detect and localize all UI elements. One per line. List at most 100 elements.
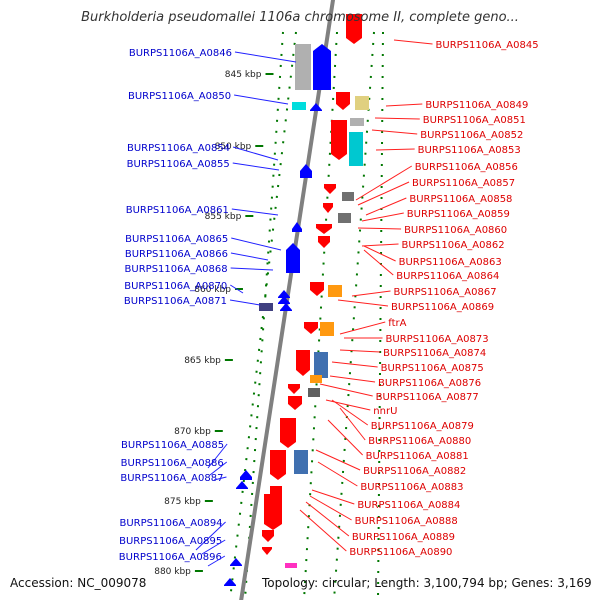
right-gene-label: BURPS1106A_A0881 (366, 451, 469, 462)
right-gene-label: BURPS1106A_A0863 (399, 257, 502, 268)
guide-track (333, 31, 375, 600)
reverse-gene-arrow (300, 164, 312, 178)
right-gene-connector (363, 245, 396, 262)
right-gene-connector (331, 399, 369, 426)
accession-text: Accession: NC_009078 (10, 576, 147, 590)
kbp-tick-label: 875 kbp (164, 497, 201, 507)
right-gene-connector (339, 349, 381, 353)
reverse-gene-arrow (224, 578, 236, 586)
reverse-gene-arrow (236, 481, 248, 489)
right-gene-label: BURPS1106A_A0876 (378, 378, 481, 389)
right-gene-label: BURPS1106A_A0884 (357, 500, 460, 511)
forward-gene-arrow (262, 547, 272, 555)
gene-block (314, 352, 328, 378)
right-gene-connector (351, 290, 391, 297)
reverse-gene-arrow (286, 243, 300, 273)
right-gene-connector (325, 399, 371, 411)
left-gene-connector (213, 476, 227, 481)
right-gene-label: BURPS1106A_A0882 (363, 466, 466, 477)
left-gene-connector (231, 237, 282, 251)
forward-gene-arrow (324, 184, 336, 194)
left-gene-label: BURPS1106A_A0865 (125, 234, 228, 245)
right-gene-connector (363, 249, 394, 276)
forward-gene-arrow (296, 350, 310, 376)
map-title: Burkholderia pseudomallei 1106a chromoso… (81, 10, 519, 25)
gene-block (328, 285, 342, 297)
right-gene-connector (375, 148, 415, 151)
right-gene-label: BURPS1106A_A0889 (352, 532, 455, 543)
left-gene-label: BURPS1106A_A0885 (121, 440, 224, 451)
left-gene-connector (231, 208, 279, 216)
right-gene-label: BURPS1106A_A0858 (409, 194, 512, 205)
reverse-gene-arrow (280, 303, 292, 311)
gene-block (320, 322, 334, 336)
guide-track (377, 31, 384, 600)
left-gene-label: BURPS1106A_A0846 (129, 48, 232, 59)
right-gene-label: BURPS1106A_A0890 (349, 547, 452, 558)
right-gene-connector (385, 103, 423, 107)
right-gene-label: BURPS1106A_A0853 (418, 145, 521, 156)
right-gene-label: BURPS1106A_A0852 (420, 130, 523, 141)
reverse-gene-arrow (313, 44, 331, 90)
reverse-gene-arrow (278, 296, 290, 304)
guide-track (303, 31, 338, 600)
left-gene-label: BURPS1106A_A0855 (127, 159, 230, 170)
kbp-tick-label: 860 kbp (194, 285, 231, 295)
right-gene-connector (339, 321, 386, 335)
kbp-tick-label: 870 kbp (174, 427, 211, 437)
right-gene-connector (393, 39, 433, 45)
gene-block (349, 132, 363, 166)
reverse-gene-arrow (230, 558, 242, 566)
kbp-tick-label: 845 kbp (225, 70, 262, 80)
forward-gene-arrow (262, 530, 274, 542)
right-gene-connector (319, 383, 373, 397)
right-gene-connector (331, 361, 378, 368)
right-gene-label: BURPS1106A_A0888 (355, 516, 458, 527)
right-gene-connector (329, 375, 376, 383)
left-gene-label: BURPS1106A_A0861 (126, 205, 229, 216)
right-gene-connector (361, 243, 399, 247)
left-gene-connector (230, 252, 269, 261)
gene-block (308, 388, 320, 397)
right-gene-connector (374, 117, 420, 120)
forward-gene-arrow (288, 396, 302, 410)
left-gene-connector (230, 284, 244, 294)
right-gene-connector (311, 489, 355, 505)
gene-block (295, 44, 311, 90)
right-gene-label: nnrU (373, 406, 397, 417)
left-gene-label: BURPS1106A_A0895 (119, 536, 222, 547)
right-gene-label: BURPS1106A_A0859 (407, 209, 510, 220)
right-gene-connector (315, 449, 361, 471)
forward-gene-arrow (310, 282, 324, 296)
gene-block (259, 303, 273, 311)
right-gene-label: ftrA (388, 318, 406, 329)
forward-gene-arrow (318, 236, 330, 248)
forward-gene-arrow (331, 120, 347, 160)
right-gene-connector (357, 181, 410, 206)
left-gene-connector (195, 521, 226, 551)
left-gene-label: BURPS1106A_A0870 (124, 281, 227, 292)
gene-block (338, 213, 351, 223)
left-gene-connector (230, 267, 274, 271)
right-gene-label: BURPS1106A_A0867 (394, 287, 497, 298)
right-gene-connector (299, 509, 347, 552)
left-gene-label: BURPS1106A_A0887 (120, 473, 223, 484)
forward-gene-arrow (346, 14, 362, 44)
right-gene-label: BURPS1106A_A0874 (383, 348, 486, 359)
right-gene-label: BURPS1106A_A0875 (381, 363, 484, 374)
kbp-tick-label: 865 kbp (184, 356, 221, 366)
forward-gene-arrow (270, 450, 286, 480)
right-gene-label: BURPS1106A_A0869 (391, 302, 494, 313)
gene-block (310, 375, 322, 383)
gene-block (292, 102, 306, 110)
right-gene-label: BURPS1106A_A0849 (425, 100, 528, 111)
right-gene-label: BURPS1106A_A0864 (396, 271, 499, 282)
forward-gene-arrow (316, 224, 332, 234)
left-gene-label: BURPS1106A_A0896 (119, 552, 222, 563)
left-gene-connector (209, 461, 228, 476)
right-gene-label: BURPS1106A_A0880 (368, 436, 471, 447)
right-gene-label: BURPS1106A_A0845 (436, 40, 539, 51)
forward-gene-arrow (323, 203, 333, 213)
gene-block (285, 563, 297, 568)
forward-gene-arrow (304, 322, 318, 334)
